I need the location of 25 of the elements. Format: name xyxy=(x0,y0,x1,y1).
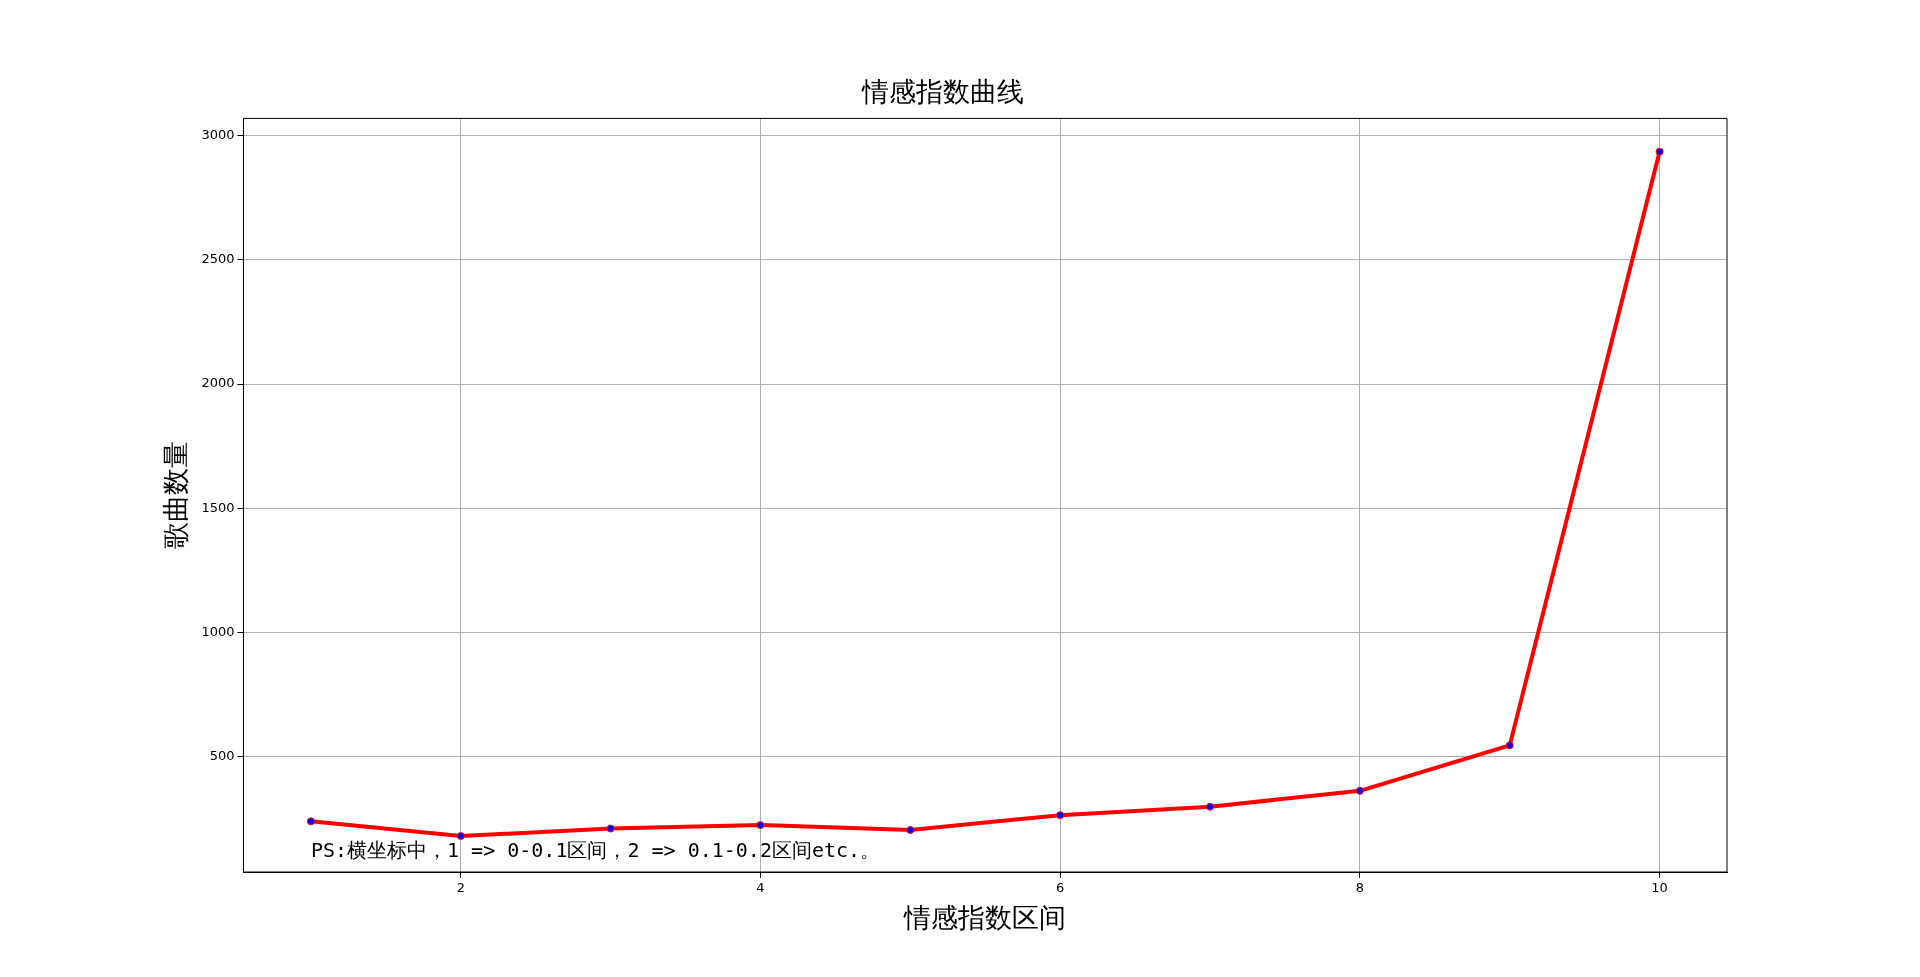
x-tick-label: 8 xyxy=(1355,880,1365,896)
point xyxy=(606,824,615,833)
point xyxy=(906,826,915,835)
point xyxy=(306,817,315,826)
point xyxy=(756,821,765,830)
x-axis-title: 情感指数区间 xyxy=(903,901,1067,933)
point xyxy=(1655,147,1664,156)
point xyxy=(1056,811,1065,820)
y-tick-label: 3000 xyxy=(201,127,235,143)
point xyxy=(1355,786,1364,795)
x-tick-label: 4 xyxy=(756,880,765,896)
x-tick-label: 2 xyxy=(456,880,465,896)
y-tick-label: 500 xyxy=(209,747,235,763)
x-tick-label: 10 xyxy=(1651,880,1668,896)
point xyxy=(1505,741,1514,750)
point xyxy=(1206,802,1215,811)
y-tick-label: 1500 xyxy=(201,499,235,515)
annotation: PS:横坐标中，1 => 0-0.1区间，2 => 0.1-0.2区间etc.。 xyxy=(310,838,881,863)
y-tick-label: 2500 xyxy=(201,251,235,267)
y-tick-label: 1000 xyxy=(201,623,235,639)
x-tick-label: 6 xyxy=(1056,880,1065,896)
y-tick-label: 2000 xyxy=(201,375,235,391)
chart-title: 情感指数曲线 xyxy=(860,76,1024,108)
point xyxy=(456,832,465,840)
y-axis-title: 歌曲数量 xyxy=(160,441,192,550)
